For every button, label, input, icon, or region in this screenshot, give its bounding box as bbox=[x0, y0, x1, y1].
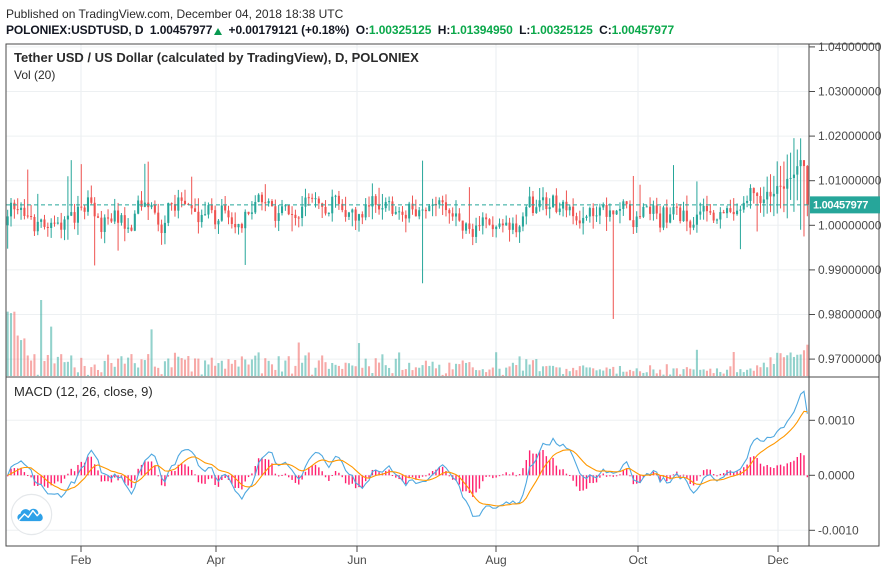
svg-text:0.0010: 0.0010 bbox=[818, 413, 855, 427]
svg-text:1.00000000: 1.00000000 bbox=[818, 218, 882, 232]
svg-text:1.01000000: 1.01000000 bbox=[818, 174, 882, 188]
svg-text:Feb: Feb bbox=[71, 553, 92, 567]
svg-text:1.03000000: 1.03000000 bbox=[818, 85, 882, 99]
svg-text:0.99000000: 0.99000000 bbox=[818, 263, 882, 277]
svg-text:0.98000000: 0.98000000 bbox=[818, 308, 882, 322]
svg-text:0.97000000: 0.97000000 bbox=[818, 352, 882, 366]
svg-text:1.00457977: 1.00457977 bbox=[813, 199, 868, 211]
svg-text:Jun: Jun bbox=[347, 553, 366, 567]
svg-text:Dec: Dec bbox=[767, 553, 788, 567]
svg-text:-0.0010: -0.0010 bbox=[818, 523, 859, 537]
svg-text:1.02000000: 1.02000000 bbox=[818, 129, 882, 143]
svg-text:Apr: Apr bbox=[207, 553, 226, 567]
svg-text:1.04000000: 1.04000000 bbox=[818, 40, 882, 54]
svg-text:Oct: Oct bbox=[629, 553, 648, 567]
svg-text:Aug: Aug bbox=[485, 553, 506, 567]
svg-text:0.0000: 0.0000 bbox=[818, 468, 855, 482]
